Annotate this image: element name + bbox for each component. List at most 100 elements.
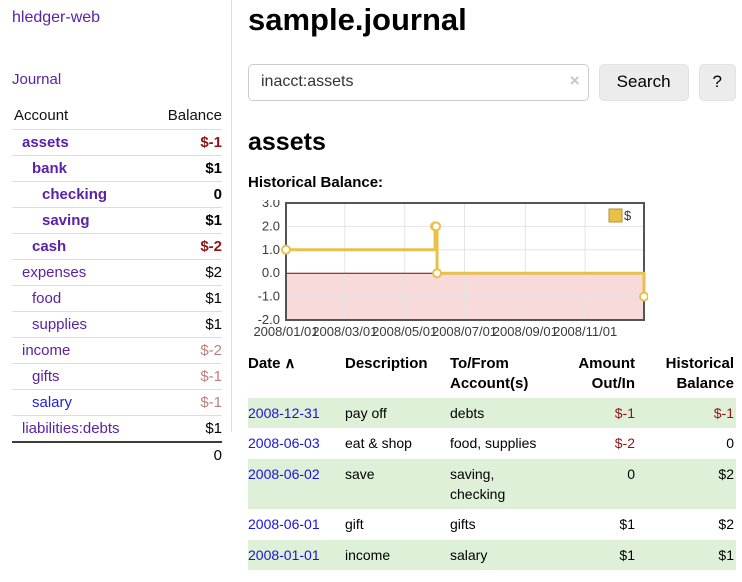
sidebar-account-link[interactable]: income — [22, 342, 71, 359]
svg-text:2008/07/01: 2008/07/01 — [432, 324, 497, 339]
account-balance: 0 — [149, 181, 222, 208]
clear-search-icon[interactable]: × — [569, 70, 580, 90]
transaction-amount: $-2 — [614, 435, 635, 452]
account-row: food $1 — [12, 285, 222, 312]
svg-text:-1.0: -1.0 — [258, 288, 280, 303]
sidebar-account-link[interactable]: saving — [42, 212, 90, 229]
register-col-account: To/From Account(s) — [450, 354, 529, 392]
data-point-marker — [431, 221, 442, 232]
svg-text:-2.0: -2.0 — [258, 312, 280, 327]
account-row: assets $-1 — [12, 129, 222, 156]
transaction-accounts: food, supplies — [450, 435, 537, 452]
register-col-date[interactable]: Date ∧ — [248, 354, 296, 372]
register-row: 2008-06-03 eat & shop food, supplies $-2 0 — [248, 428, 736, 458]
search-bar: × Search ? — [248, 63, 736, 101]
account-balance: $1 — [149, 285, 222, 312]
sidebar-item-journal[interactable]: Journal — [12, 71, 62, 88]
transaction-balance: $1 — [718, 546, 734, 563]
transaction-balance: $2 — [718, 516, 734, 533]
account-balance: $1 — [149, 311, 222, 338]
accounts-table: Account Balance assets $-1 bank $1 checking 0… — [12, 104, 222, 468]
transaction-description: save — [345, 465, 375, 482]
sidebar-account-link[interactable]: food — [32, 290, 62, 307]
sidebar-account-link[interactable]: assets — [22, 134, 69, 151]
transaction-balance: $-1 — [713, 405, 734, 422]
sidebar-account-link[interactable]: supplies — [32, 316, 88, 333]
sidebar-account-link[interactable]: cash — [32, 238, 67, 255]
account-balance: $2 — [149, 259, 222, 286]
transaction-date-link[interactable]: 2008-06-03 — [248, 435, 320, 452]
account-balance: $-1 — [149, 363, 222, 390]
search-button[interactable]: Search — [598, 63, 689, 101]
accounts-col-account: Account — [14, 107, 69, 124]
svg-text:2.0: 2.0 — [262, 218, 280, 233]
main-content: sample.journal × Search ? assets Histori… — [248, 0, 736, 570]
page-title: sample.journal — [248, 2, 467, 37]
account-heading: assets — [248, 127, 326, 156]
transaction-description: pay off — [345, 405, 387, 422]
svg-text:2008/05/01: 2008/05/01 — [372, 324, 437, 339]
transaction-description: eat & shop — [345, 435, 412, 452]
transaction-description: income — [345, 546, 391, 563]
data-point-marker — [432, 267, 443, 278]
svg-text:2008/01/01: 2008/01/01 — [253, 324, 318, 339]
account-row: gifts $-1 — [12, 363, 222, 390]
account-balance: $-1 — [149, 389, 222, 416]
transaction-date-link[interactable]: 2008-06-02 — [248, 465, 320, 482]
svg-text:1.0: 1.0 — [262, 241, 280, 256]
chart-svg: 3.0 2.0 1.0 0.0 -1.0 -2.02008/01/012008/03/01… — [253, 195, 649, 339]
register-table: Date ∧ Description To/From Account(s) Amo… — [248, 350, 736, 570]
chart-title: Historical Balance: — [248, 173, 384, 191]
transaction-accounts: salary — [450, 546, 488, 563]
sort-asc-icon: ∧ — [284, 354, 296, 372]
plot-frame — [285, 201, 645, 321]
account-balance: $1 — [149, 155, 222, 182]
transaction-date-link[interactable]: 2008-01-01 — [248, 546, 320, 563]
sidebar-account-link[interactable]: expenses — [22, 264, 87, 281]
data-point-marker — [639, 291, 649, 302]
transaction-accounts: debts — [450, 405, 485, 422]
account-balance: $-2 — [149, 233, 222, 260]
sidebar-account-link[interactable]: checking — [42, 186, 108, 203]
account-row: expenses $2 — [12, 259, 222, 286]
transaction-balance: 0 — [726, 435, 734, 452]
accounts-col-balance: Balance — [167, 107, 222, 124]
account-row: saving $1 — [12, 207, 222, 234]
account-balance: $1 — [149, 207, 222, 234]
svg-text:2008/11/01: 2008/11/01 — [553, 324, 617, 339]
svg-text:2008/09/01: 2008/09/01 — [493, 324, 558, 339]
account-balance: $-2 — [149, 337, 222, 364]
accounts-total-value: 0 — [149, 441, 222, 468]
transaction-accounts: saving, checking — [450, 465, 506, 503]
brand-link[interactable]: hledger-web — [12, 9, 101, 26]
account-row: cash $-2 — [12, 233, 222, 260]
svg-text:3.0: 3.0 — [262, 200, 280, 210]
account-balance: $-1 — [149, 129, 222, 156]
transaction-amount: $-1 — [614, 405, 635, 422]
register-col-description: Description — [345, 354, 428, 372]
data-point-marker — [281, 244, 291, 255]
account-row: checking 0 — [12, 181, 222, 208]
transaction-description: gift — [345, 516, 364, 533]
legend-swatch — [608, 208, 623, 223]
account-row: liabilities:debts $1 — [12, 415, 222, 442]
transaction-date-link[interactable]: 2008-12-31 — [248, 405, 320, 422]
register-col-balance: Historical Balance — [665, 354, 734, 392]
search-input[interactable] — [248, 63, 589, 101]
register-row: 2008-12-31 pay off debts $-1 $-1 — [248, 398, 736, 429]
sidebar-account-link[interactable]: liabilities:debts — [22, 420, 120, 437]
svg-text:0.0: 0.0 — [262, 265, 280, 280]
account-row: salary $-1 — [12, 389, 222, 416]
svg-text:2008/03/01: 2008/03/01 — [312, 324, 377, 339]
account-row: income $-2 — [12, 337, 222, 364]
transaction-amount: $1 — [619, 546, 635, 563]
accounts-total-row: 0 — [12, 441, 222, 468]
accounts-header-row: Account Balance — [12, 104, 222, 130]
transaction-balance: $2 — [718, 465, 734, 482]
sidebar-account-link[interactable]: bank — [32, 160, 68, 177]
sidebar-account-link[interactable]: salary — [32, 394, 73, 411]
sidebar-account-link[interactable]: gifts — [32, 368, 60, 385]
transaction-date-link[interactable]: 2008-06-01 — [248, 516, 320, 533]
help-button[interactable]: ? — [698, 63, 736, 101]
sidebar: hledger-web Journal Account Balance asse… — [0, 0, 232, 468]
